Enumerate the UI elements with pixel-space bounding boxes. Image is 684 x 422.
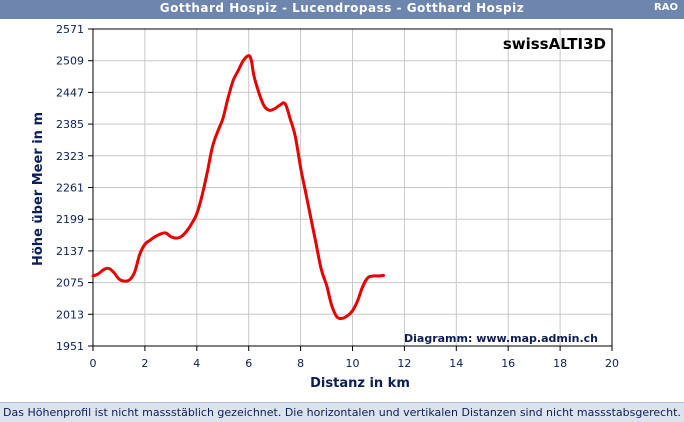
y-tick-label: 1951 [56, 340, 84, 353]
y-tick-label: 2509 [56, 55, 84, 68]
x-tick-label: 4 [193, 357, 200, 370]
y-tick-label: 2199 [56, 213, 84, 226]
y-tick-label: 2137 [56, 245, 84, 258]
y-tick-label: 2447 [56, 86, 84, 99]
y-tick-label: 2261 [56, 182, 84, 195]
y-tick-label: 2571 [56, 23, 84, 36]
y-axis-label: Höhe über Meer in m [31, 112, 46, 266]
x-tick-label: 10 [346, 357, 360, 370]
y-tick-label: 2323 [56, 150, 84, 163]
y-tick-labels: 1951 2013 2075 2137 2199 2261 2323 2385 2447 2509… [56, 23, 93, 353]
disclaimer-footer: Das Höhenprofil ist nicht massstäblich g… [0, 402, 684, 422]
elevation-profile-line [91, 54, 386, 321]
x-tick-label: 6 [245, 357, 252, 370]
profile-title: Gotthard Hospiz - Lucendropass - Gotthar… [159, 1, 525, 15]
y-tick-label: 2013 [56, 308, 84, 321]
x-tick-label: 0 [90, 357, 97, 370]
title-bar: Gotthard Hospiz - Lucendropass - Gotthar… [0, 0, 684, 19]
x-tick-label: 8 [297, 357, 304, 370]
x-tick-label: 20 [605, 357, 619, 370]
x-axis-label: Distanz in km [310, 376, 410, 391]
credit-label: Diagramm: www.map.admin.ch [404, 332, 598, 345]
brand-label: swissALTI3D [503, 35, 606, 53]
y-tick-label: 2075 [56, 277, 84, 290]
profile-code: RAO [654, 2, 678, 13]
y-tick-label: 2385 [56, 118, 84, 131]
x-tick-label: 14 [449, 357, 463, 370]
elevation-chart-area: 1951 2013 2075 2137 2199 2261 2323 2385 2447 2509… [0, 19, 684, 402]
series-group [91, 54, 386, 321]
elevation-chart: 1951 2013 2075 2137 2199 2261 2323 2385 2447 2509… [31, 23, 619, 391]
x-tick-label: 2 [141, 357, 148, 370]
x-tick-label: 18 [553, 357, 567, 370]
x-tick-label: 16 [501, 357, 515, 370]
x-tick-labels: 0 2 4 6 8 10 12 14 16 18 20 [90, 346, 619, 370]
x-tick-label: 12 [397, 357, 411, 370]
